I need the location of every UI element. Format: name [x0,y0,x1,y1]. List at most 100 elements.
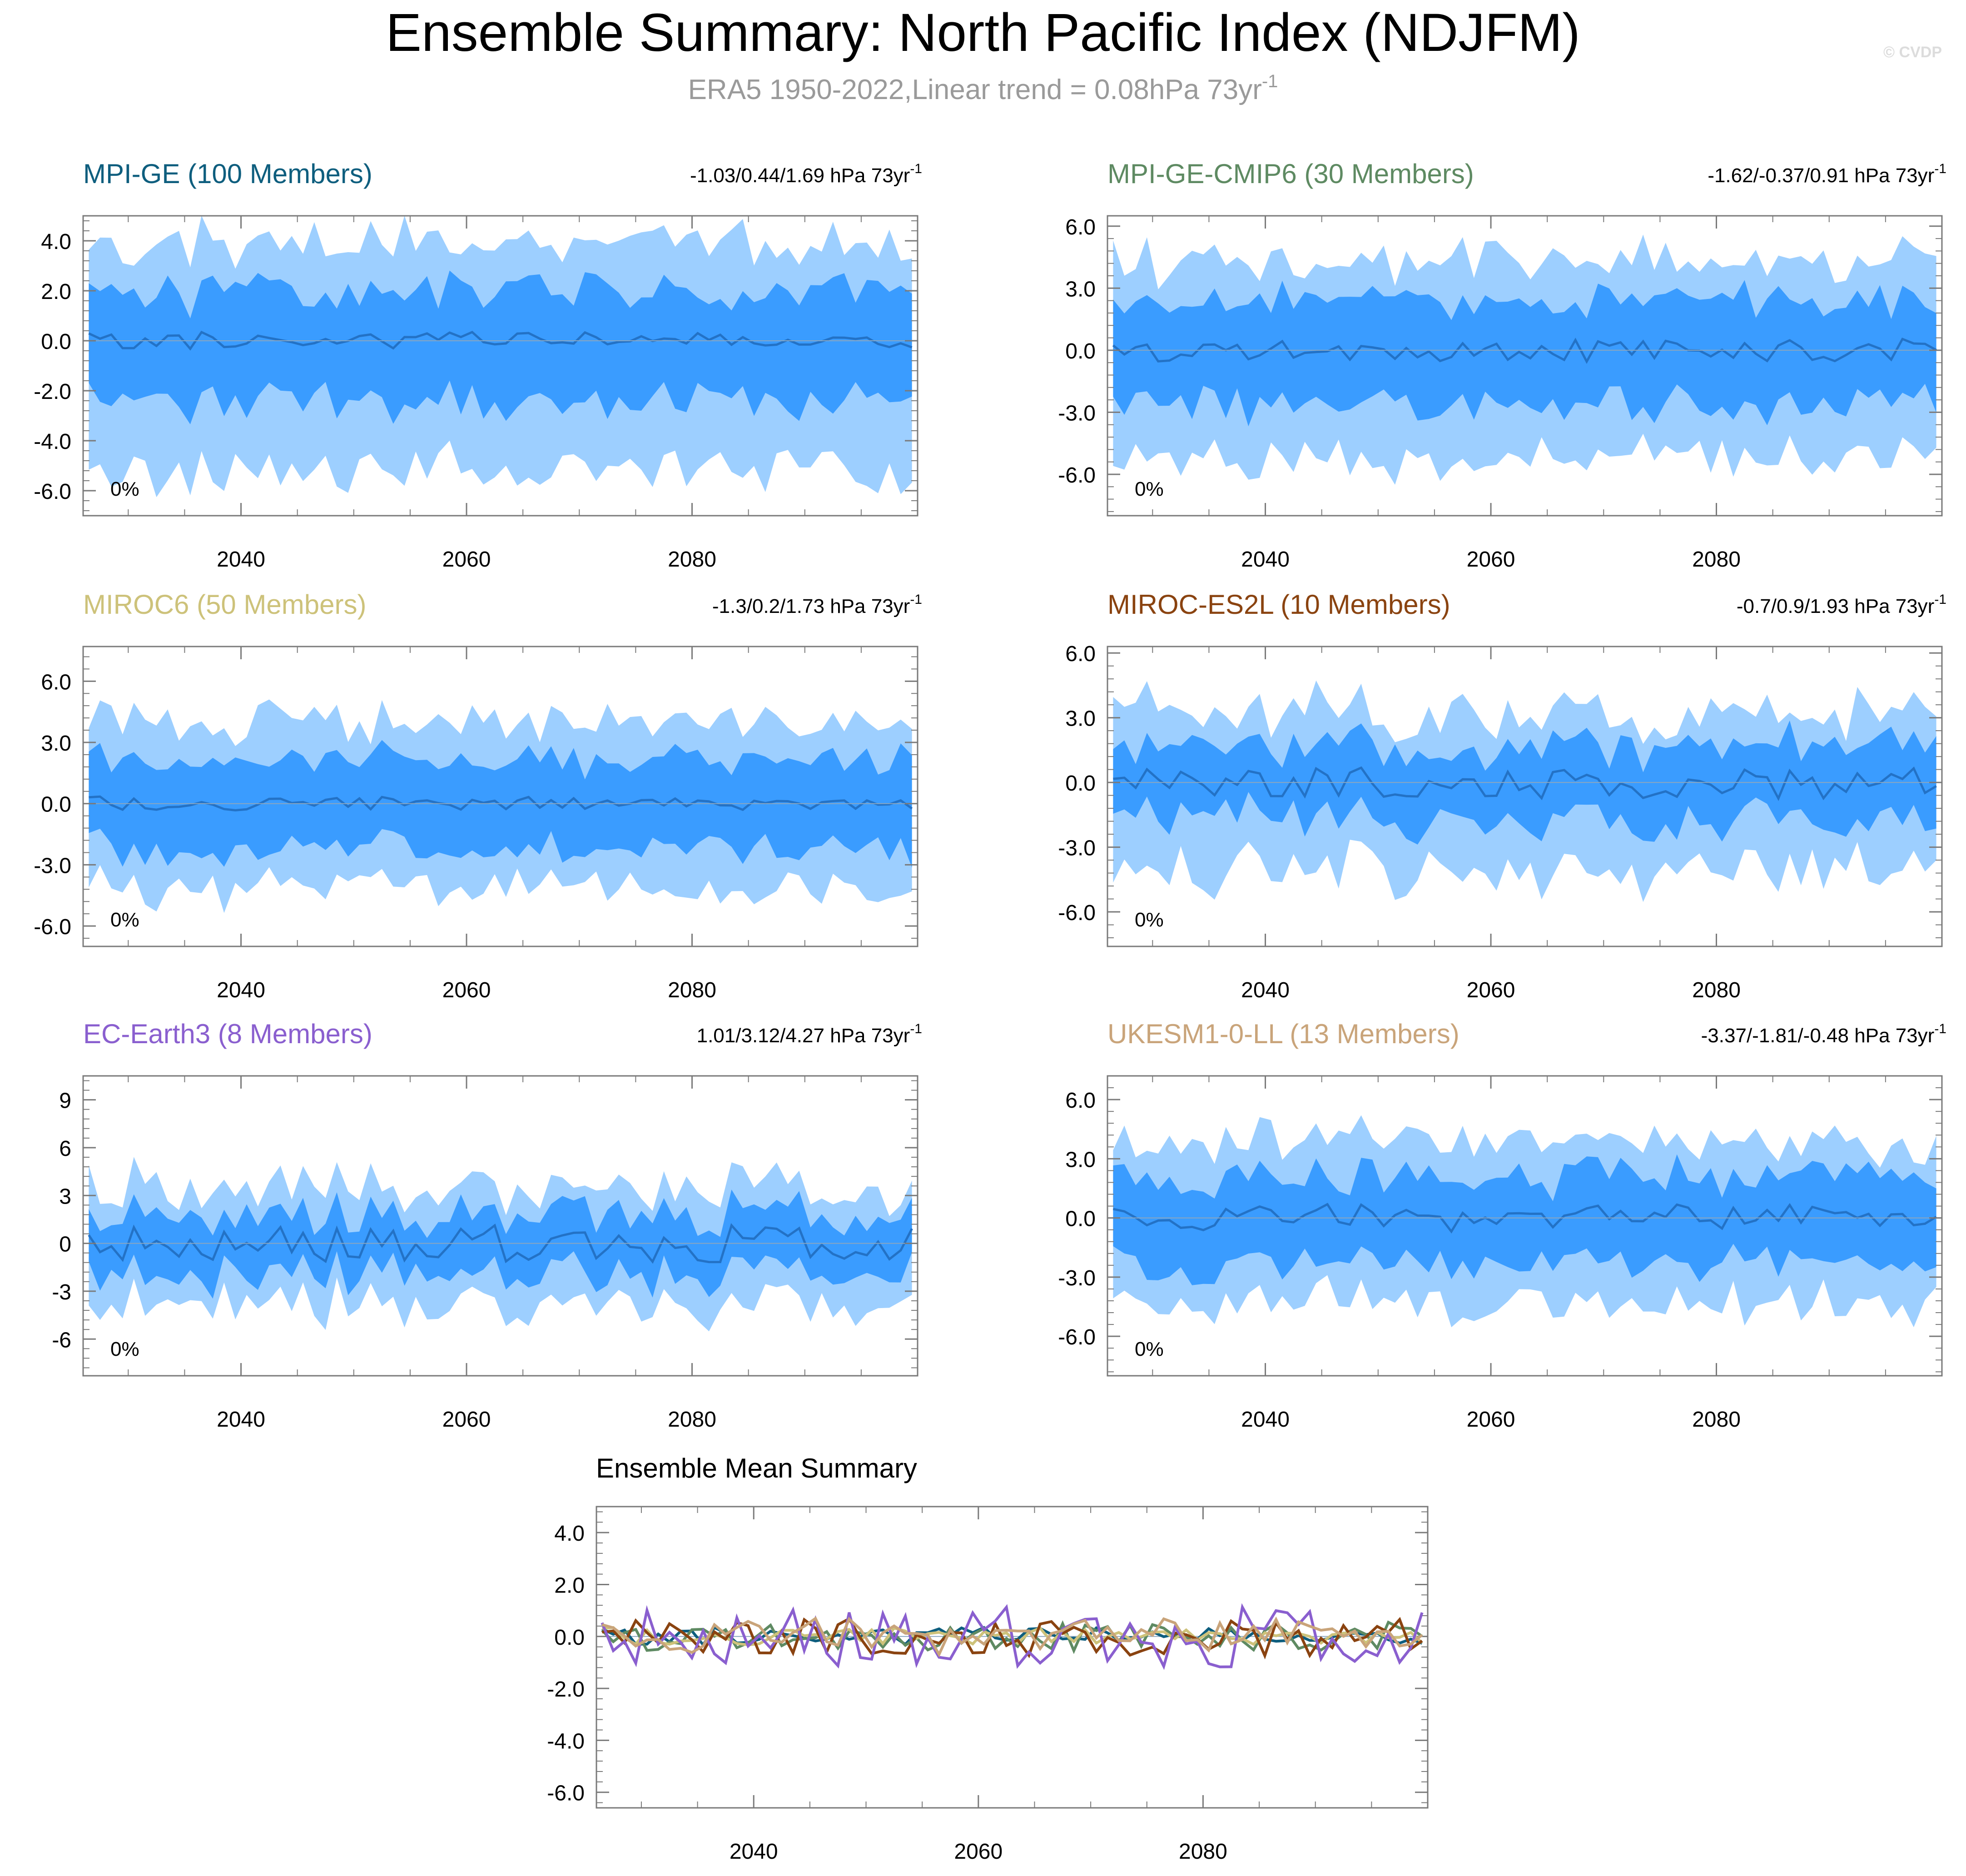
plot-frame [82,215,918,517]
y-tick-label: 3 [59,1184,71,1209]
panel-stats: -1.03/0.44/1.69 hPa 73yr-1 [690,161,922,187]
percent-label: 0% [1135,478,1164,500]
y-tick-label: -3 [52,1280,71,1304]
plot-frame [82,1075,918,1377]
x-tick-label: 2080 [668,1408,716,1432]
panel-stats-text: -1.62/-0.37/0.91 hPa 73yr [1708,164,1934,187]
panel-title: MIROC-ES2L (10 Members) [1107,589,1450,620]
y-tick-label: 2.0 [554,1573,585,1597]
y-tick-label: -6.0 [1058,901,1096,925]
percent-label: 0% [110,1338,139,1360]
percent-label: 0% [110,909,139,931]
figure-title: Ensemble Summary: North Pacific Index (N… [386,3,1580,63]
panel-stats-sup: -1 [910,161,922,176]
y-tick-label: 0.0 [41,330,71,354]
y-tick-label: 0 [59,1233,71,1257]
y-tick-label: 4.0 [554,1522,585,1546]
panel-stats-sup: -1 [1934,161,1946,176]
y-tick-label: 3.0 [1065,707,1096,731]
plot-frame [1107,646,1943,947]
y-tick-label: -3.0 [1058,836,1096,861]
y-tick-label: -3.0 [34,854,71,878]
inner-range-band [89,270,912,424]
y-tick-label: -6.0 [1058,463,1096,488]
y-tick-label: 6.0 [1065,642,1096,666]
x-tick-label: 2040 [1241,1408,1290,1432]
y-tick-label: 0.0 [41,793,71,817]
y-tick-label: 3.0 [1065,1148,1096,1172]
x-tick-label: 2060 [1467,547,1515,572]
panel-title: MIROC6 (50 Members) [83,589,366,620]
x-tick-label: 2080 [1692,1408,1741,1432]
chart-panel-5: -6.0 -3.0 0.0 3.0 6.0 2040 2060 2080 UKESM1-0-LL… [1058,1019,1946,1432]
panel-title: EC-Earth3 (8 Members) [83,1019,372,1049]
y-tick-label: 6.0 [1065,215,1096,239]
y-tick-label: -6.0 [547,1781,585,1806]
panel-stats: -1.62/-0.37/0.91 hPa 73yr-1 [1708,161,1946,187]
ensemble-mean-line [1112,1203,1937,1234]
x-tick-label: 2080 [1692,978,1741,1002]
plot-frame [596,1506,1429,1809]
y-tick-label: 6.0 [1065,1089,1096,1113]
panel-stats-text: -0.7/0.9/1.93 hPa 73yr [1737,595,1934,617]
x-tick-label: 2040 [730,1840,778,1864]
y-tick-label: -4.0 [34,430,71,454]
ensemble-mean-line [1112,337,1937,364]
chart-panel-3: -6.0 -3.0 0.0 3.0 6.0 2040 2060 2080 MIROC-ES2L … [1058,589,1946,1002]
plot-frame [1107,215,1943,517]
figure-subtitle-sup: -1 [1262,71,1278,91]
y-tick-label: -6.0 [1058,1325,1096,1349]
x-tick-label: 2040 [217,978,265,1002]
panels-group: -6.0 -4.0 -2.0 0.0 2.0 4.0 2040 2060 2080 MPI-GE … [34,159,1946,1864]
ensemble-mean-line [89,795,913,811]
y-tick-label: 0.0 [1065,1207,1096,1231]
x-tick-label: 2060 [442,1408,491,1432]
y-tick-label: 3.0 [1065,277,1096,301]
watermark: © CVDP [1883,44,1942,61]
y-tick-label: 6 [59,1137,71,1161]
series-line-ukesm1-0-ll [601,1616,1423,1657]
x-tick-label: 2040 [217,547,265,572]
y-tick-label: 9 [59,1089,71,1113]
panel-title: MPI-GE-CMIP6 (30 Members) [1107,159,1474,189]
summary-title: Ensemble Mean Summary [596,1453,917,1483]
panel-stats-sup: -1 [910,592,922,607]
x-tick-label: 2060 [1467,1408,1515,1432]
panel-stats-sup: -1 [1934,592,1946,607]
panel-title: UKESM1-0-LL (13 Members) [1107,1019,1460,1049]
x-tick-label: 2080 [1179,1840,1227,1864]
y-tick-label: -4.0 [547,1729,585,1753]
y-tick-label: -2.0 [34,380,71,404]
chart-panel-6: -6.0 -4.0 -2.0 0.0 2.0 4.0 2040 2060 2080 Ensembl… [547,1453,1429,1864]
x-tick-label: 2060 [1467,978,1515,1002]
panel-stats-text: -1.3/0.2/1.73 hPa 73yr [712,595,910,617]
chart-panel-2: -6.0 -3.0 0.0 3.0 6.0 2040 2060 2080 MIROC6 (50 … [34,589,922,1002]
percent-label: 0% [1135,1338,1164,1360]
chart-panel-0: -6.0 -4.0 -2.0 0.0 2.0 4.0 2040 2060 2080 MPI-GE … [34,159,922,572]
x-tick-label: 2080 [668,547,716,572]
panel-stats-text: -1.03/0.44/1.69 hPa 73yr [690,164,910,187]
x-tick-label: 2060 [442,547,491,572]
plot-frame [82,646,918,947]
plot-frame [1107,1075,1943,1377]
chart-panel-4: -6 -3 0 3 6 9 2040 2060 2080 EC-Earth3 (8 Members… [52,1019,922,1432]
x-tick-label: 2040 [1241,547,1290,572]
figure-subtitle: ERA5 1950-2022,Linear trend = 0.08hPa 73… [688,71,1278,105]
percent-label: 0% [110,478,139,500]
y-tick-label: 2.0 [41,280,71,304]
percent-label: 0% [1135,909,1164,931]
y-tick-label: 4.0 [41,230,71,254]
figure-subtitle-text: ERA5 1950-2022,Linear trend = 0.08hPa 73… [688,74,1262,105]
y-tick-label: -6.0 [34,915,71,939]
y-tick-label: -3.0 [1058,1266,1096,1290]
y-tick-label: -6 [52,1328,71,1352]
series-line-ec-earth3 [601,1603,1424,1670]
y-tick-label: 6.0 [41,670,71,694]
panel-stats: -0.7/0.9/1.93 hPa 73yr-1 [1737,592,1946,617]
x-tick-label: 2040 [1241,978,1290,1002]
chart-panel-1: -6.0 -3.0 0.0 3.0 6.0 2040 2060 2080 MPI-GE-CMIP… [1058,159,1946,572]
panel-title: MPI-GE (100 Members) [83,159,372,189]
inner-range-band [1113,1154,1936,1285]
y-tick-label: 0.0 [554,1626,585,1650]
